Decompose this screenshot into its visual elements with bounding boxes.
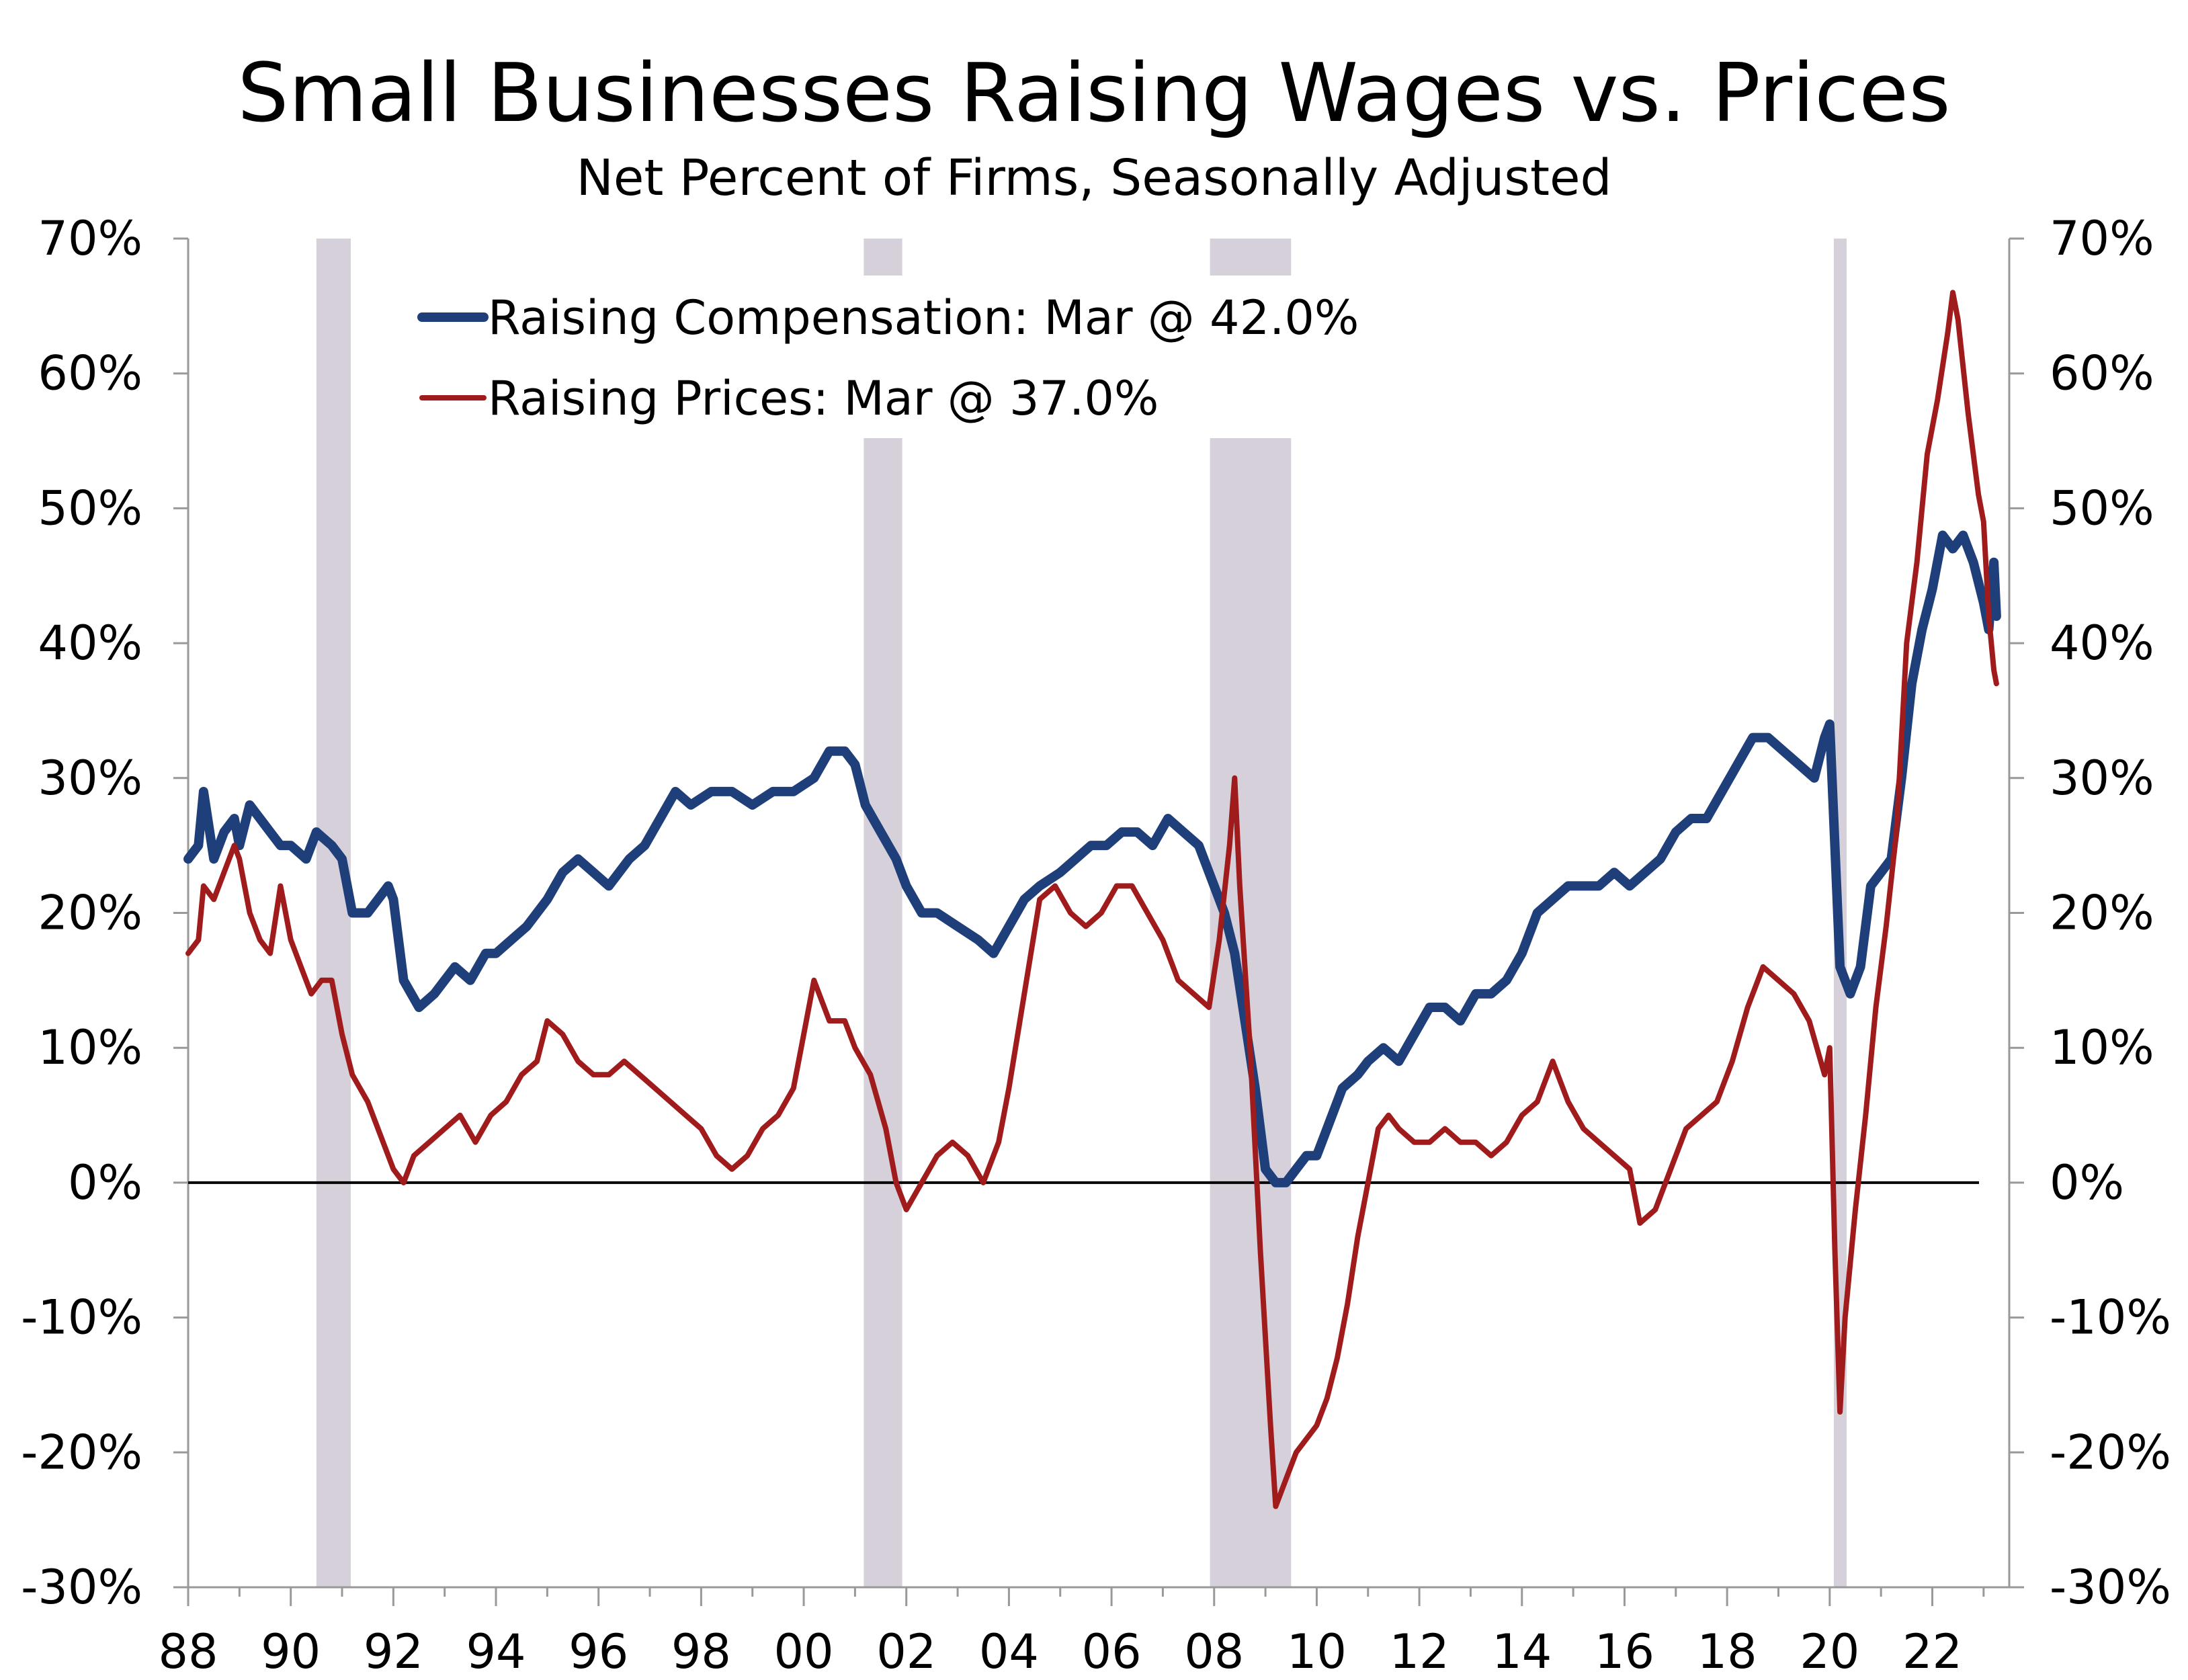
x-tick-label: 18 [1697,1624,1757,1679]
recession-band [864,438,902,1587]
y-tick-label-right: 60% [2050,346,2154,401]
x-tick-label: 90 [261,1624,321,1679]
recession-band [864,239,902,276]
y-tick-label-right: 50% [2050,480,2154,536]
legend: Raising Compensation: Mar @ 42.0% Raising… [417,290,1359,426]
x-tick-label: 12 [1390,1624,1449,1679]
x-tick-label: 88 [158,1624,218,1679]
y-tick-label-right: 30% [2050,751,2154,806]
y-tick-label-right: 40% [2050,616,2154,671]
y-tick-label-right: 70% [2050,211,2154,266]
legend-label: Raising Prices: Mar @ 37.0% [488,371,1159,426]
y-tick-label-left: 50% [38,480,142,536]
y-tick-label-left: 40% [38,616,142,671]
y-tick-label-left: 30% [38,751,142,806]
x-tick-label: 06 [1082,1624,1142,1679]
chart-title: Small Businesses Raising Wages vs. Price… [237,47,1950,140]
x-tick-label: 00 [774,1624,834,1679]
x-tick-label: 16 [1595,1624,1654,1679]
series-lines [183,290,2001,1509]
recession-band [1210,239,1292,276]
y-tick-label-left: -10% [21,1290,142,1345]
y-tick-label-left: 10% [38,1020,142,1075]
series-line [185,290,1999,1509]
y-tick-label-right: 10% [2050,1020,2154,1075]
y-tick-label-right: -30% [2050,1560,2171,1615]
y-tick-label-left: 70% [38,211,142,266]
y-tick-label-right: -20% [2050,1425,2171,1480]
chart-subtitle: Net Percent of Firms, Seasonally Adjuste… [577,149,1612,207]
recession-band [1210,438,1292,1587]
legend-label: Raising Compensation: Mar @ 42.0% [488,290,1359,345]
x-tick-label: 22 [1902,1624,1962,1679]
x-tick-label: 94 [466,1624,525,1679]
x-tick-label: 92 [364,1624,423,1679]
x-tick-label: 20 [1800,1624,1859,1679]
y-tick-label-left: -20% [21,1425,142,1480]
x-tick-label: 02 [876,1624,936,1679]
y-tick-label-right: 20% [2050,886,2154,941]
x-tick-label: 14 [1492,1624,1552,1679]
y-tick-label-right: -10% [2050,1290,2171,1345]
axes: -30% -30% -20% -20% -10% -10% 0% 0% 10% 10% 20% 20%… [21,211,2171,1679]
x-tick-label: 08 [1184,1624,1244,1679]
x-tick-label: 10 [1287,1624,1347,1679]
y-tick-label-left: 20% [38,886,142,941]
x-tick-label: 96 [569,1624,628,1679]
y-tick-label-left: 60% [38,346,142,401]
x-tick-label: 98 [671,1624,731,1679]
y-tick-label-left: 0% [68,1155,142,1210]
y-tick-label-right: 0% [2050,1155,2124,1210]
series-line [183,530,2001,1187]
y-tick-label-left: -30% [21,1560,142,1615]
x-tick-label: 04 [979,1624,1039,1679]
recession-band [316,239,351,1587]
recession-shading [316,239,1847,1587]
